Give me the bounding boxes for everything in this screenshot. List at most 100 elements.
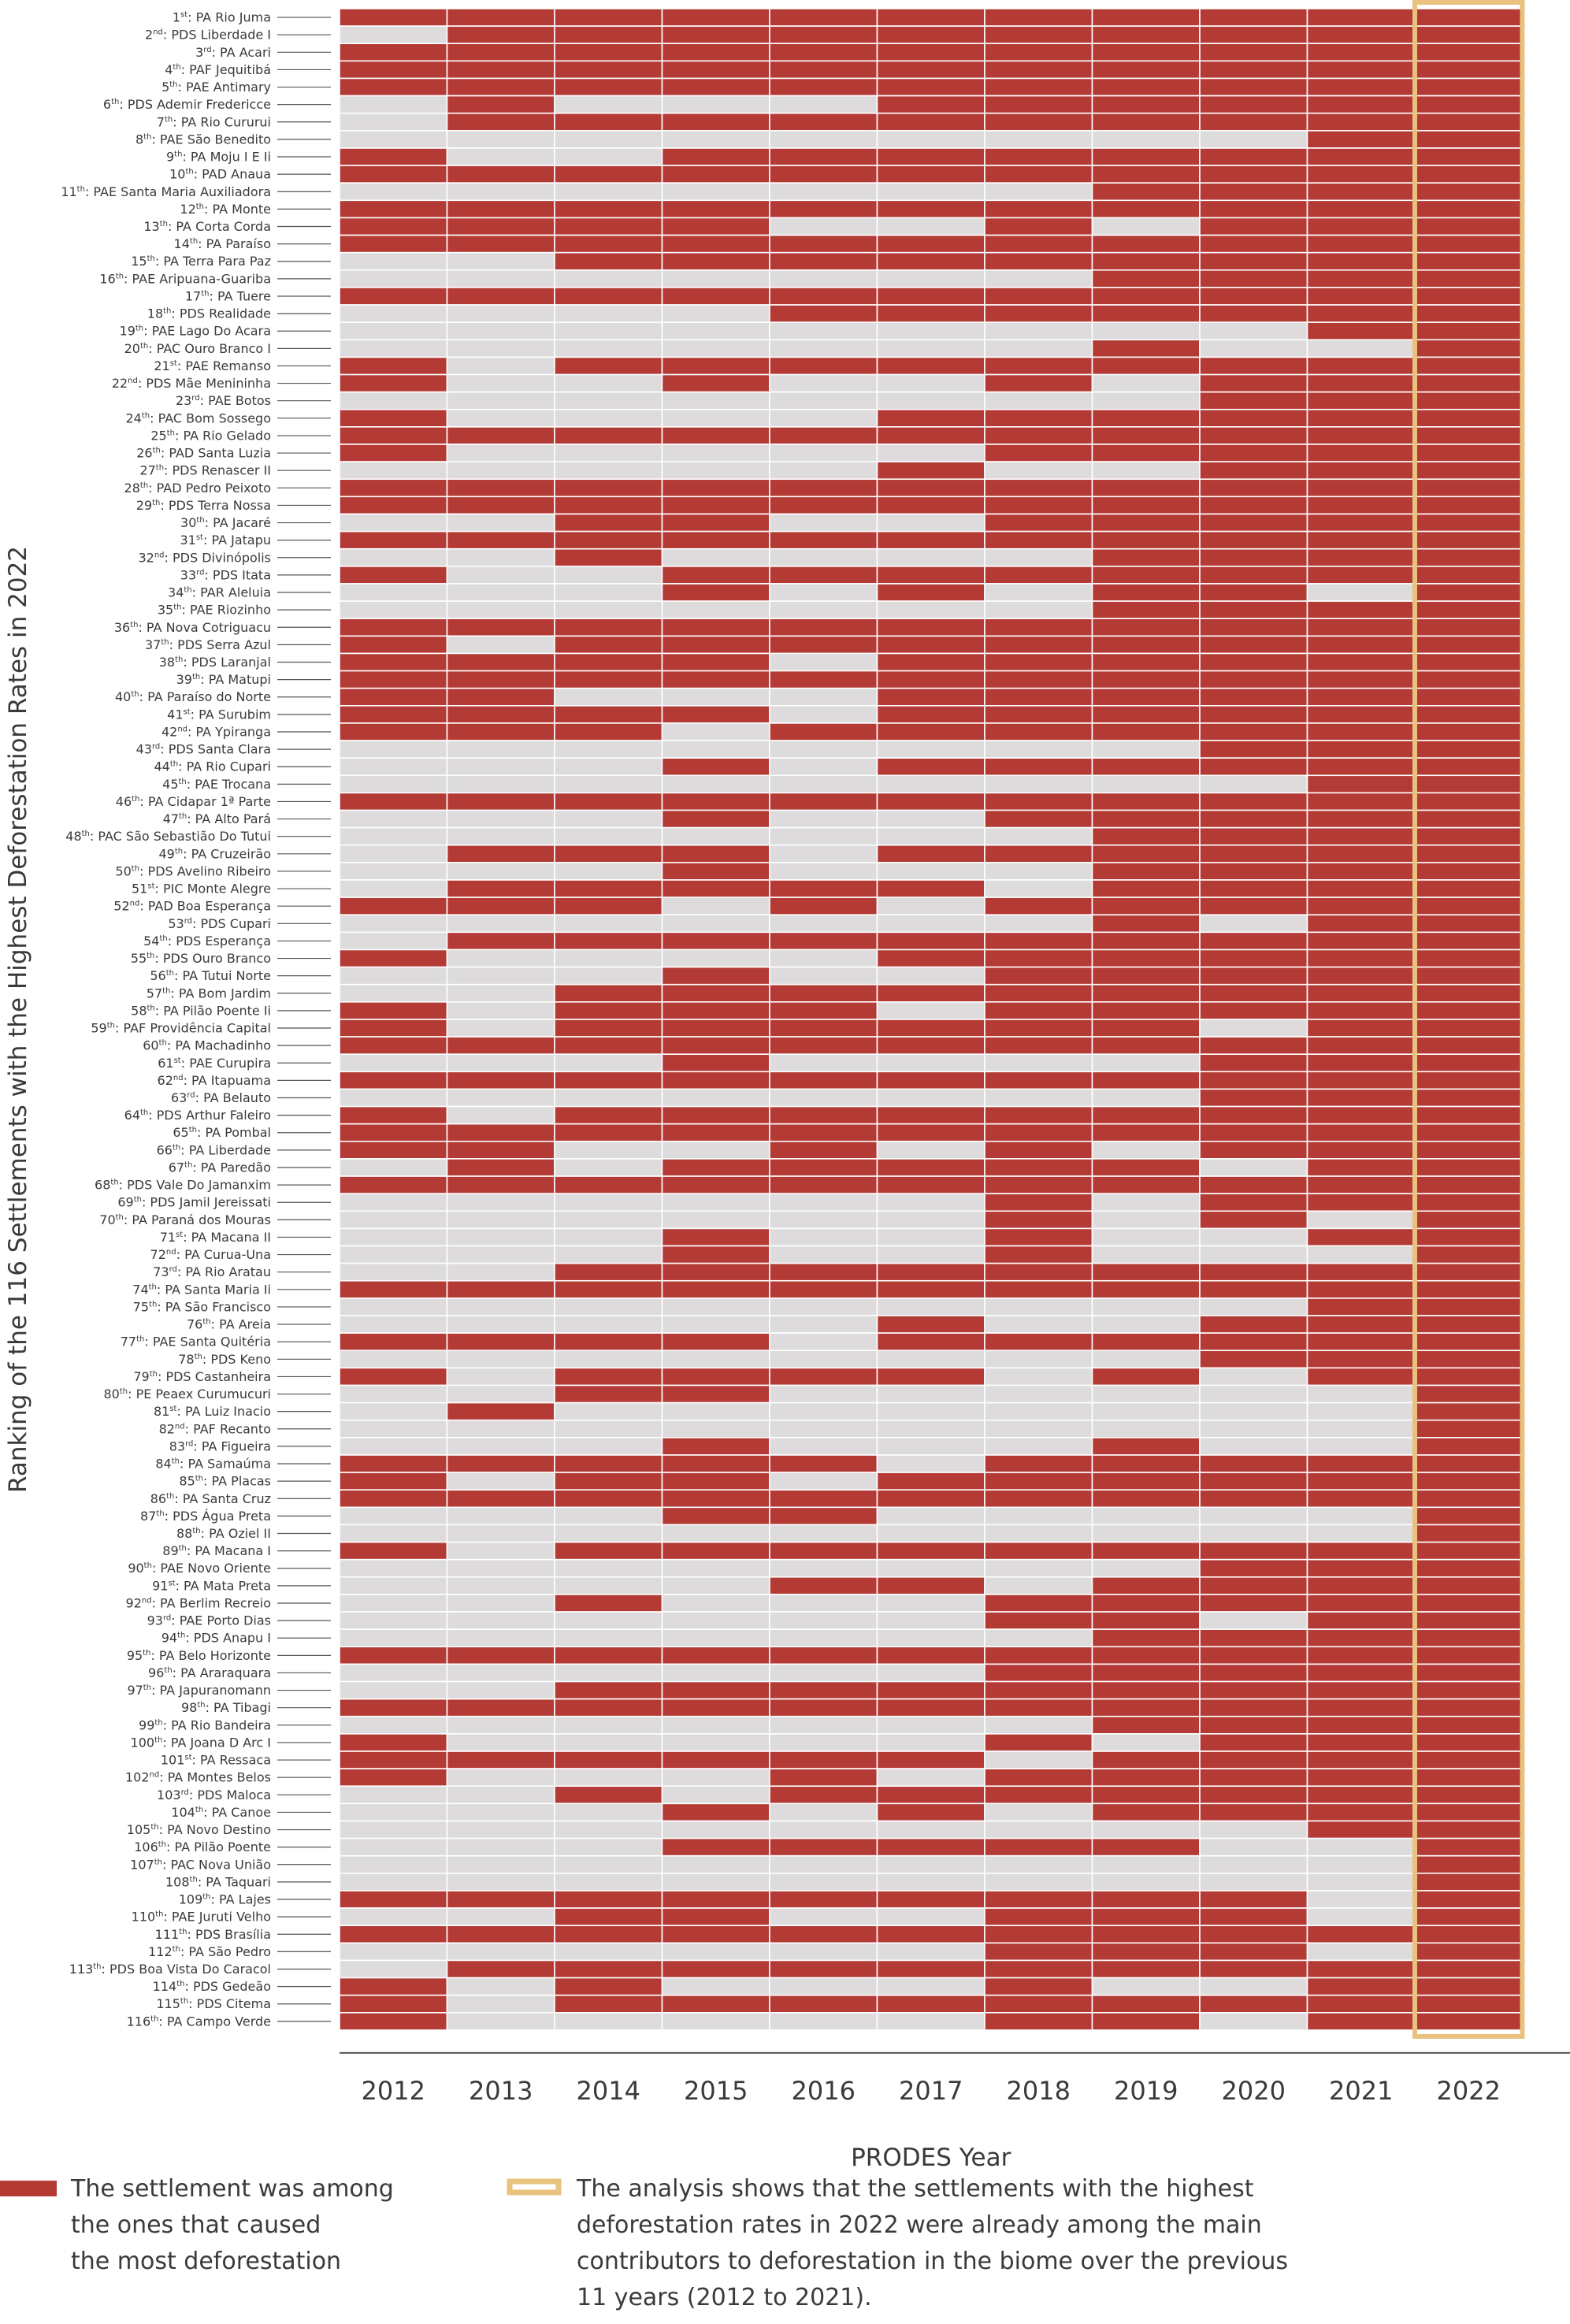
heatmap-cell bbox=[663, 1821, 770, 1838]
heatmap-cell bbox=[447, 96, 555, 113]
heatmap-cell bbox=[663, 444, 770, 462]
heatmap-cell bbox=[1200, 1856, 1308, 1873]
heatmap-cell bbox=[1308, 131, 1416, 148]
heatmap-cell bbox=[555, 1054, 663, 1071]
y-tick-label: 57th: PA Bom Jardim bbox=[147, 986, 271, 1001]
heatmap-cell bbox=[878, 1507, 985, 1524]
heatmap-cell bbox=[447, 462, 555, 479]
heatmap-cell bbox=[985, 131, 1093, 148]
heatmap-cell bbox=[447, 217, 555, 235]
heatmap-cell bbox=[555, 811, 663, 828]
heatmap-cell bbox=[555, 1595, 663, 1612]
heatmap-cell bbox=[555, 1543, 663, 1560]
x-tick-labels: 2012 2013 2014 2015 2016 2017 2018 2019 2020 2021… bbox=[362, 2076, 1501, 2106]
heatmap-cell bbox=[340, 1873, 447, 1891]
heatmap-cell bbox=[340, 444, 447, 462]
y-tick-label: 82nd: PAF Recanto bbox=[159, 1421, 271, 1436]
heatmap-cell bbox=[770, 165, 878, 183]
heatmap-cell bbox=[878, 2013, 985, 2030]
heatmap-cell bbox=[1200, 532, 1308, 549]
heatmap-cell bbox=[340, 566, 447, 584]
heatmap-cell bbox=[1415, 217, 1523, 235]
heatmap-cell bbox=[663, 1595, 770, 1612]
heatmap-cell bbox=[1200, 1629, 1308, 1646]
y-tick-label: 116th: PA Campo Verde bbox=[127, 2014, 271, 2029]
heatmap-cell bbox=[447, 1560, 555, 1577]
heatmap-cell bbox=[663, 1054, 770, 1071]
heatmap-cell bbox=[1200, 165, 1308, 183]
heatmap-cell bbox=[555, 584, 663, 601]
heatmap-cell bbox=[447, 741, 555, 758]
heatmap-cell bbox=[1200, 758, 1308, 775]
heatmap-cell bbox=[1308, 601, 1416, 618]
heatmap-cell bbox=[985, 967, 1093, 985]
heatmap-cell bbox=[1415, 200, 1523, 217]
heatmap-cell bbox=[663, 340, 770, 357]
heatmap-cell bbox=[340, 532, 447, 549]
heatmap-cell bbox=[1308, 427, 1416, 444]
heatmap-cell bbox=[555, 1925, 663, 1943]
heatmap-cell bbox=[1415, 1908, 1523, 1925]
heatmap-cell bbox=[1308, 845, 1416, 863]
heatmap-cell bbox=[1308, 1211, 1416, 1228]
heatmap-cell bbox=[1200, 96, 1308, 113]
heatmap-cell bbox=[447, 1107, 555, 1124]
heatmap-cell bbox=[1200, 618, 1308, 636]
heatmap-cell bbox=[663, 671, 770, 689]
heatmap-cell bbox=[1093, 1455, 1201, 1472]
heatmap-cell bbox=[770, 1769, 878, 1786]
heatmap-cell bbox=[1200, 1281, 1308, 1298]
y-tick-label: 50th: PDS Avelino Ribeiro bbox=[115, 863, 271, 878]
heatmap-cell bbox=[985, 43, 1093, 61]
heatmap-cell bbox=[1200, 811, 1308, 828]
heatmap-cell bbox=[770, 1455, 878, 1472]
heatmap-cell bbox=[447, 549, 555, 566]
heatmap-cell bbox=[555, 636, 663, 653]
heatmap-cell bbox=[663, 1438, 770, 1455]
x-tick-label: 2015 bbox=[684, 2076, 748, 2106]
heatmap-cell bbox=[1308, 1333, 1416, 1350]
heatmap-cell bbox=[555, 1891, 663, 1908]
heatmap-cell bbox=[770, 653, 878, 670]
heatmap-cell bbox=[1093, 1786, 1201, 1803]
heatmap-cell bbox=[1200, 897, 1308, 915]
heatmap-cell bbox=[985, 496, 1093, 514]
heatmap-cell bbox=[663, 1978, 770, 1995]
heatmap-cell bbox=[985, 183, 1093, 200]
heatmap-cell bbox=[985, 1821, 1093, 1838]
heatmap-cell bbox=[1308, 1699, 1416, 1717]
y-tick-label: 37th: PDS Serra Azul bbox=[145, 637, 271, 652]
heatmap-cell bbox=[878, 1316, 985, 1333]
heatmap-cell bbox=[878, 148, 985, 165]
y-tick-label: 24th: PAC Bom Sossego bbox=[126, 410, 272, 425]
heatmap-cell bbox=[1200, 566, 1308, 584]
heatmap-cell bbox=[878, 1839, 985, 1856]
heatmap-cell bbox=[1093, 793, 1201, 810]
heatmap-cell bbox=[1415, 1281, 1523, 1298]
heatmap-cell bbox=[985, 1612, 1093, 1629]
y-tick-label: 87th: PDS Água Preta bbox=[140, 1509, 271, 1524]
heatmap-cell bbox=[985, 1995, 1093, 2013]
heatmap-cell bbox=[1308, 392, 1416, 410]
heatmap-cell bbox=[985, 253, 1093, 270]
heatmap-cell bbox=[878, 1629, 985, 1646]
heatmap-cell bbox=[1093, 897, 1201, 915]
heatmap-cell bbox=[447, 1734, 555, 1751]
heatmap-cell bbox=[1308, 1002, 1416, 1019]
y-tick-label: 42nd: PA Ypiranga bbox=[161, 724, 271, 739]
heatmap-cell bbox=[447, 514, 555, 531]
heatmap-cell bbox=[1093, 1472, 1201, 1490]
heatmap-cell bbox=[1415, 653, 1523, 670]
heatmap-cell bbox=[1415, 236, 1523, 253]
heatmap-cell bbox=[663, 863, 770, 880]
heatmap-cell bbox=[1415, 1490, 1523, 1507]
heatmap-cell bbox=[555, 78, 663, 95]
heatmap-cell bbox=[878, 1891, 985, 1908]
heatmap-cell bbox=[447, 26, 555, 43]
legend-highlight-line-2: deforestation rates in 2022 were already… bbox=[577, 2211, 1262, 2239]
heatmap-cell bbox=[663, 2013, 770, 2030]
heatmap-cell bbox=[985, 1925, 1093, 1943]
heatmap-cell bbox=[1093, 985, 1201, 1002]
heatmap-cell bbox=[1200, 78, 1308, 95]
heatmap-cell bbox=[1308, 1734, 1416, 1751]
